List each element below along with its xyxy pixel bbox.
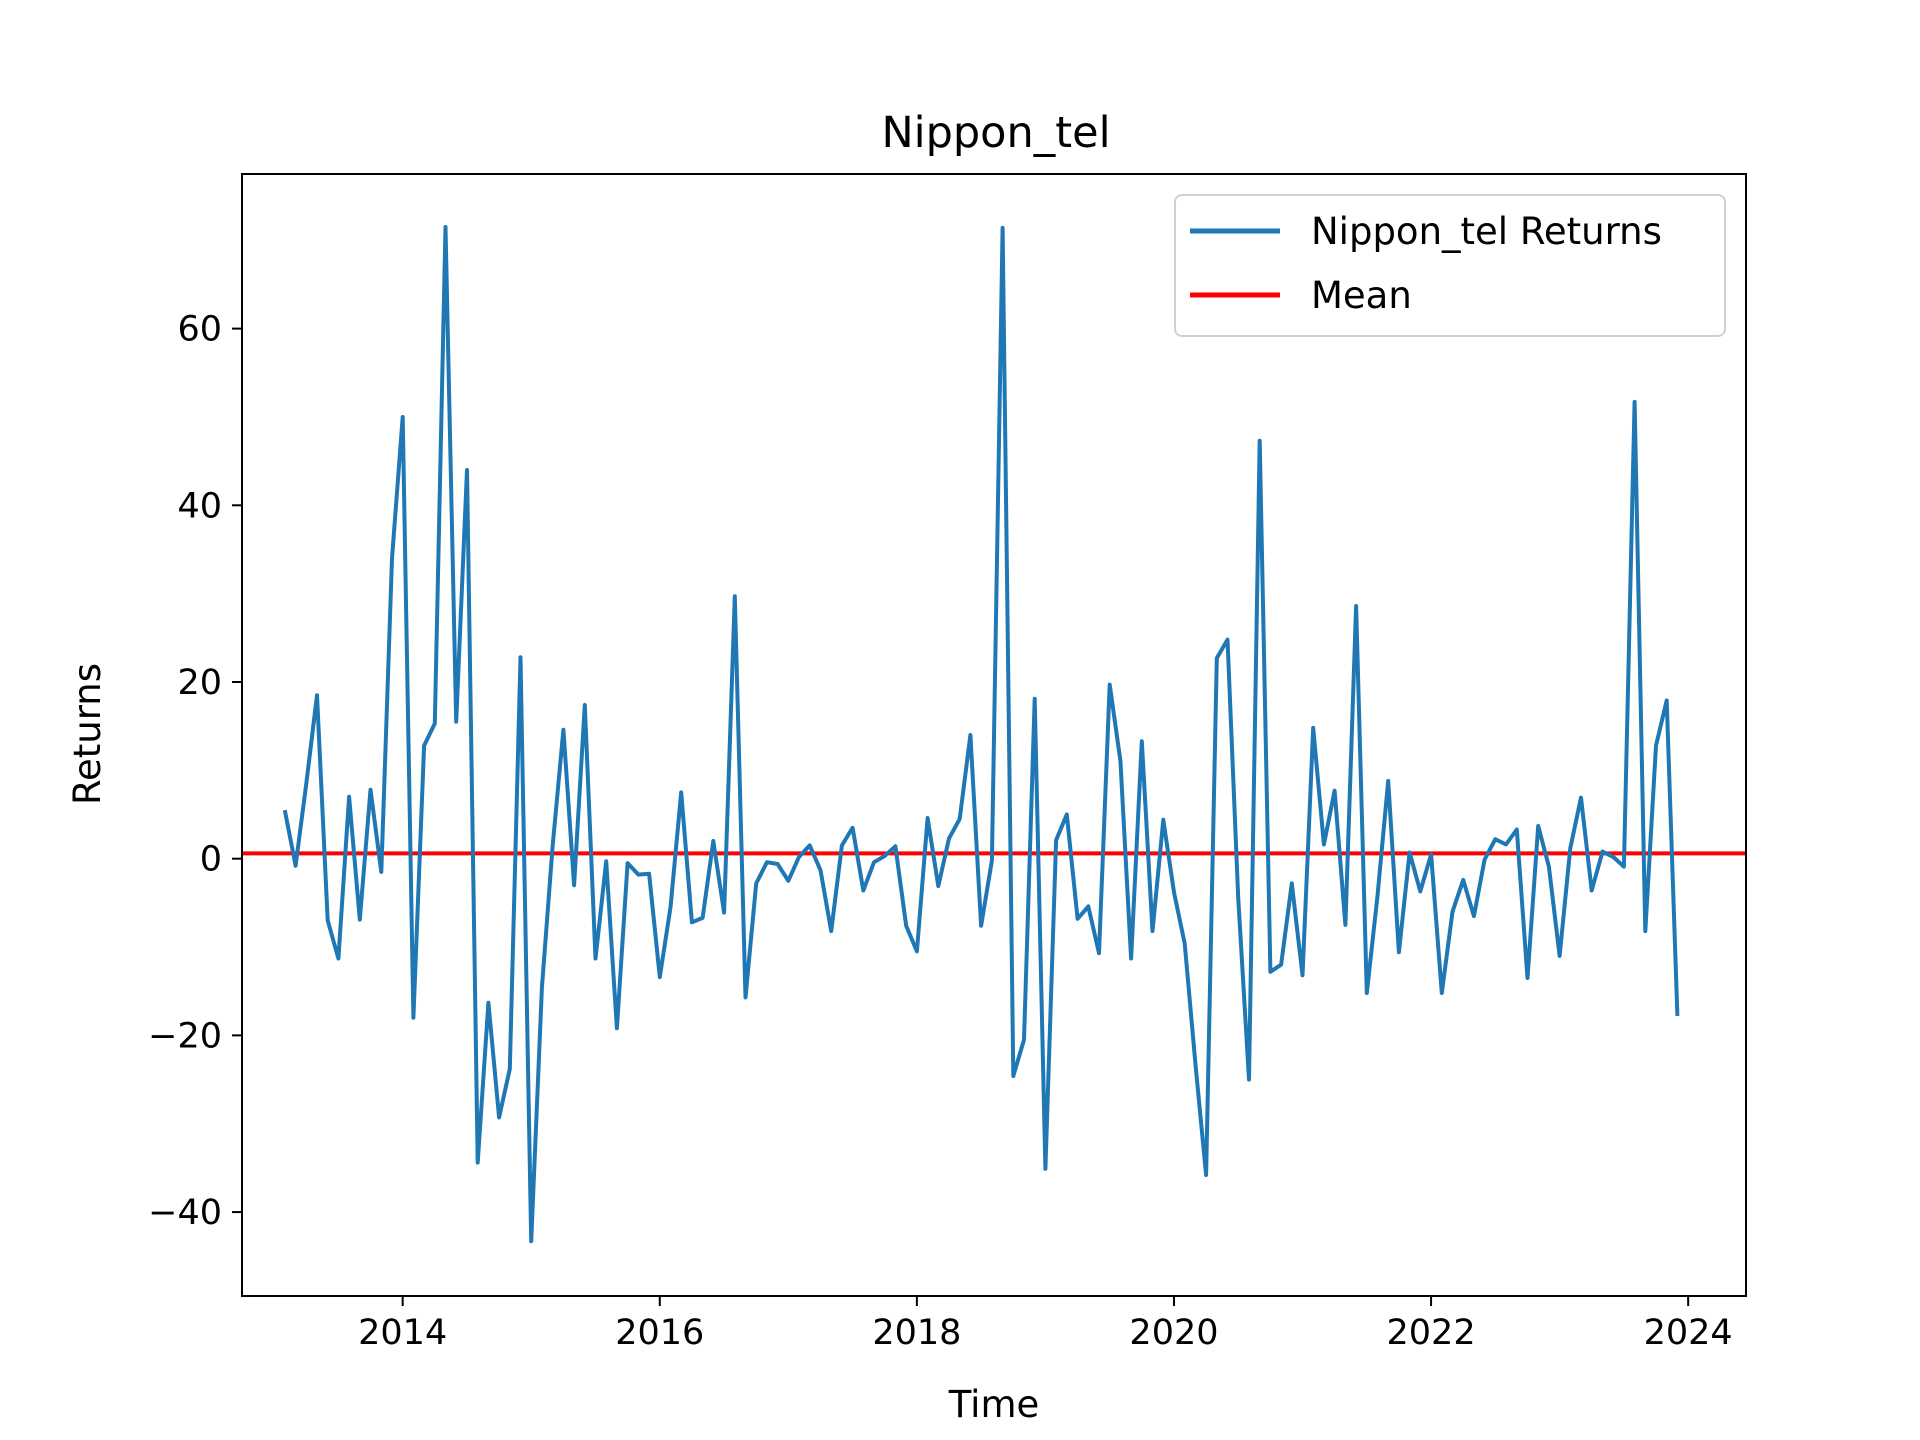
x-tick-label: 2022 [1387,1313,1476,1353]
plot-area [241,173,1747,1297]
y-tick-label: 60 [177,310,222,350]
y-tick-label: 40 [177,486,222,526]
legend-label-returns: Nippon_tel Returns [1311,210,1662,253]
legend-label-mean: Mean [1311,274,1412,317]
chart-title: Nippon_tel [881,108,1110,158]
series-layer [242,225,1746,1244]
plot-frame [241,173,1747,1297]
x-axis: 2014 2016 2018 2020 2022 2024 [358,1296,1733,1353]
x-tick-label: 2024 [1644,1313,1733,1353]
x-tick-label: 2020 [1129,1313,1218,1353]
legend-box [1174,194,1726,337]
y-axis: −40 −20 0 20 40 60 [148,310,242,1233]
y-tick-label: −40 [148,1193,222,1233]
y-tick-label: 20 [177,663,222,703]
y-tick-label: −20 [148,1016,222,1056]
y-tick-label: 0 [200,840,222,880]
x-tick-label: 2018 [872,1313,961,1353]
x-axis-title: Time [948,1383,1040,1426]
y-axis-title: Returns [66,663,109,805]
legend: Nippon_tel Returns Mean [1174,194,1726,337]
x-tick-label: 2014 [358,1313,447,1353]
x-tick-label: 2016 [615,1313,704,1353]
returns-series-line [282,225,1680,1244]
